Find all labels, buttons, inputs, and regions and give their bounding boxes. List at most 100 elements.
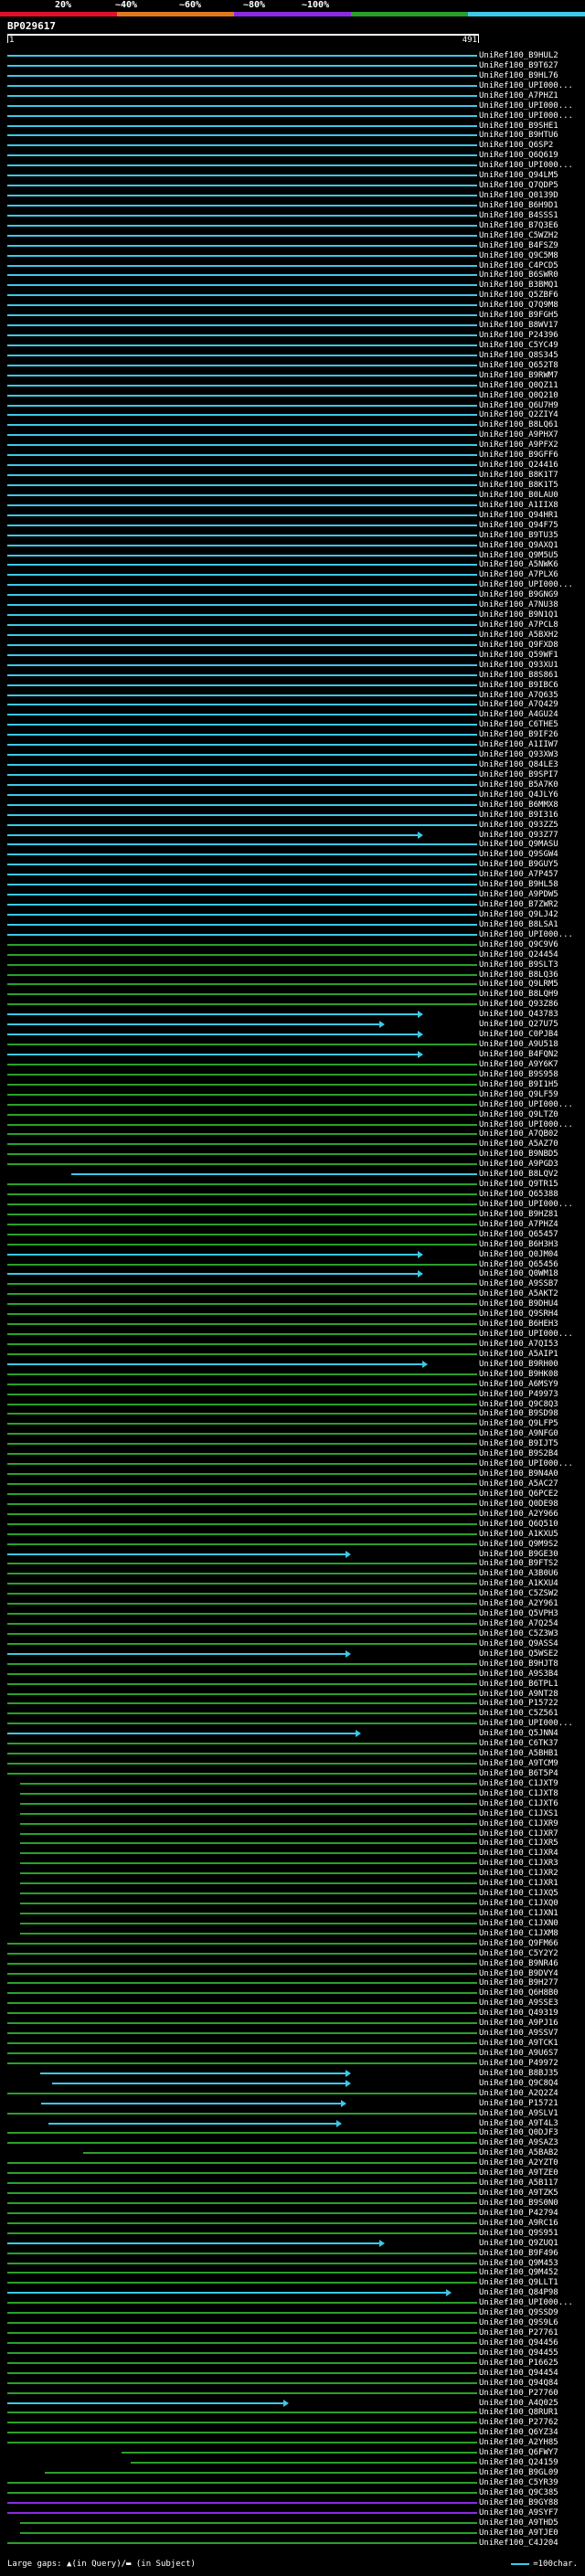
hit-row[interactable]: UniRef100_C5YC49 — [0, 341, 585, 351]
hit-bar[interactable] — [7, 1054, 419, 1055]
hit-row[interactable]: UniRef100_A9U518 — [0, 1040, 585, 1050]
hit-label[interactable]: UniRef100_Q6H8B0 — [479, 1988, 558, 1998]
hit-label[interactable]: UniRef100_Q9C8Q3 — [479, 1399, 558, 1409]
hit-row[interactable]: UniRef100_Q94454 — [0, 2369, 585, 2379]
hit-bar[interactable] — [7, 1044, 477, 1046]
hit-bar[interactable] — [7, 474, 477, 477]
hit-bar[interactable] — [19, 1922, 477, 1924]
hit-label[interactable]: UniRef100_A9NT28 — [479, 1689, 558, 1699]
hit-bar[interactable] — [7, 1193, 477, 1196]
hit-row[interactable]: UniRef100_Q93Z86 — [0, 1000, 585, 1010]
hit-row[interactable]: UniRef100_A2Y961 — [0, 1599, 585, 1609]
hit-bar[interactable] — [7, 993, 477, 996]
hit-label[interactable]: UniRef100_Q8S345 — [479, 350, 558, 360]
hit-bar[interactable] — [7, 1542, 477, 1545]
hit-bar[interactable] — [7, 104, 477, 107]
hit-bar[interactable] — [7, 1273, 419, 1276]
hit-bar[interactable] — [7, 643, 477, 646]
hit-row[interactable]: UniRef100_B9HL58 — [0, 880, 585, 890]
hit-label[interactable]: UniRef100_P27761 — [479, 2328, 558, 2338]
hit-label[interactable]: UniRef100_A7PCL8 — [479, 620, 558, 630]
hit-label[interactable]: UniRef100_UPI000... — [479, 1330, 573, 1340]
hit-row[interactable]: UniRef100_C1JXT6 — [0, 1799, 585, 1809]
hit-bar[interactable] — [7, 1992, 477, 1995]
hit-row[interactable]: UniRef100_B9F496 — [0, 2249, 585, 2259]
hit-label[interactable]: UniRef100_Q6U7H9 — [479, 400, 558, 410]
hit-row[interactable]: UniRef100_Q84LE3 — [0, 760, 585, 770]
hit-label[interactable]: UniRef100_B9N1Q1 — [479, 610, 558, 620]
hit-label[interactable]: UniRef100_C1JXR3 — [479, 1859, 558, 1869]
hit-bar[interactable] — [7, 744, 477, 747]
hit-bar[interactable] — [48, 2122, 337, 2125]
hit-label[interactable]: UniRef100_A9S3B4 — [479, 1669, 558, 1679]
hit-label[interactable]: UniRef100_C1JXR5 — [479, 1839, 558, 1849]
hit-row[interactable]: UniRef100_Q4JLY6 — [0, 790, 585, 800]
hit-label[interactable]: UniRef100_P49973 — [479, 1389, 558, 1399]
hit-label[interactable]: UniRef100_B6H3H3 — [479, 1239, 558, 1249]
hit-row[interactable]: UniRef100_Q49319 — [0, 2009, 585, 2019]
hit-row[interactable]: UniRef100_B9HZ81 — [0, 1210, 585, 1220]
hit-row[interactable]: UniRef100_A9TZE0 — [0, 2168, 585, 2178]
hit-bar[interactable] — [7, 1763, 477, 1765]
hit-bar[interactable] — [19, 1822, 477, 1825]
hit-label[interactable]: UniRef100_A7PLX6 — [479, 570, 558, 580]
hit-row[interactable]: UniRef100_C5Z3W3 — [0, 1629, 585, 1639]
hit-bar[interactable] — [7, 754, 477, 757]
hit-bar[interactable] — [7, 1613, 477, 1616]
hit-label[interactable]: UniRef100_Q43783 — [479, 1010, 558, 1020]
hit-bar[interactable] — [7, 214, 477, 217]
hit-label[interactable]: UniRef100_A4Q025 — [479, 2398, 558, 2408]
hit-label[interactable]: UniRef100_B6SWR0 — [479, 270, 558, 281]
hit-bar[interactable] — [7, 2341, 477, 2344]
hit-row[interactable]: UniRef100_Q9LLT1 — [0, 2278, 585, 2288]
hit-bar[interactable] — [7, 404, 477, 407]
hit-row[interactable]: UniRef100_B6MMX8 — [0, 800, 585, 811]
hit-row[interactable]: UniRef100_Q652T8 — [0, 361, 585, 371]
hit-label[interactable]: UniRef100_C6TK37 — [479, 1739, 558, 1749]
hit-label[interactable]: UniRef100_A9PGD3 — [479, 1160, 558, 1170]
hit-row[interactable]: UniRef100_A7QI53 — [0, 1340, 585, 1350]
hit-row[interactable]: UniRef100_Q84P98 — [0, 2288, 585, 2298]
hit-bar[interactable] — [7, 1253, 419, 1256]
hit-bar[interactable] — [7, 2332, 477, 2335]
hit-row[interactable]: UniRef100_Q8S345 — [0, 351, 585, 361]
hit-bar[interactable] — [7, 334, 477, 337]
hit-row[interactable]: UniRef100_P27760 — [0, 2389, 585, 2399]
hit-row[interactable]: UniRef100_B8LQH9 — [0, 990, 585, 1000]
hit-row[interactable]: UniRef100_B9IJT5 — [0, 1439, 585, 1449]
hit-row[interactable]: UniRef100_B9IBC6 — [0, 681, 585, 691]
hit-bar[interactable] — [7, 933, 477, 936]
hit-row[interactable]: UniRef100_B9RH00 — [0, 1360, 585, 1370]
hit-row[interactable]: UniRef100_A9S3B4 — [0, 1670, 585, 1680]
hit-row[interactable]: UniRef100_A7QB02 — [0, 1129, 585, 1140]
hit-label[interactable]: UniRef100_A9SYF7 — [479, 2507, 558, 2518]
hit-label[interactable]: UniRef100_A9SLV1 — [479, 2108, 558, 2118]
hit-row[interactable]: UniRef100_Q9MASU — [0, 840, 585, 850]
hit-label[interactable]: UniRef100_A9PDW5 — [479, 890, 558, 900]
hit-bar[interactable] — [7, 144, 477, 147]
hit-label[interactable]: UniRef100_Q27U75 — [479, 1020, 558, 1030]
hit-bar[interactable] — [7, 2322, 477, 2325]
hit-label[interactable]: UniRef100_B9RWM7 — [479, 370, 558, 380]
hit-label[interactable]: UniRef100_C1JXR7 — [479, 1829, 558, 1839]
hit-bar[interactable] — [7, 64, 477, 67]
hit-bar[interactable] — [7, 1113, 477, 1116]
hit-label[interactable]: UniRef100_A2YZT0 — [479, 2158, 558, 2168]
hit-label[interactable]: UniRef100_B9GY88 — [479, 2497, 558, 2507]
hit-row[interactable]: UniRef100_A9PHX7 — [0, 430, 585, 440]
hit-row[interactable]: UniRef100_A9THD5 — [0, 2518, 585, 2528]
hit-row[interactable]: UniRef100_A9SAZ3 — [0, 2138, 585, 2148]
hit-bar[interactable] — [7, 294, 477, 297]
hit-bar[interactable] — [7, 2272, 477, 2274]
hit-row[interactable]: UniRef100_C1JXQ0 — [0, 1899, 585, 1909]
hit-row[interactable]: UniRef100_C0PJB4 — [0, 1030, 585, 1040]
hit-label[interactable]: UniRef100_C1JXR4 — [479, 1849, 558, 1859]
hit-label[interactable]: UniRef100_Q0Q210 — [479, 390, 558, 400]
hit-row[interactable]: UniRef100_Q6U7H9 — [0, 401, 585, 411]
hit-row[interactable]: UniRef100_Q9LF59 — [0, 1090, 585, 1100]
hit-label[interactable]: UniRef100_C1JXS1 — [479, 1808, 558, 1818]
hit-label[interactable]: UniRef100_Q0DJF3 — [479, 2128, 558, 2138]
hit-bar[interactable] — [7, 464, 477, 467]
hit-row[interactable]: UniRef100_Q9C5M8 — [0, 251, 585, 261]
hit-row[interactable]: UniRef100_Q9C8Q3 — [0, 1400, 585, 1410]
